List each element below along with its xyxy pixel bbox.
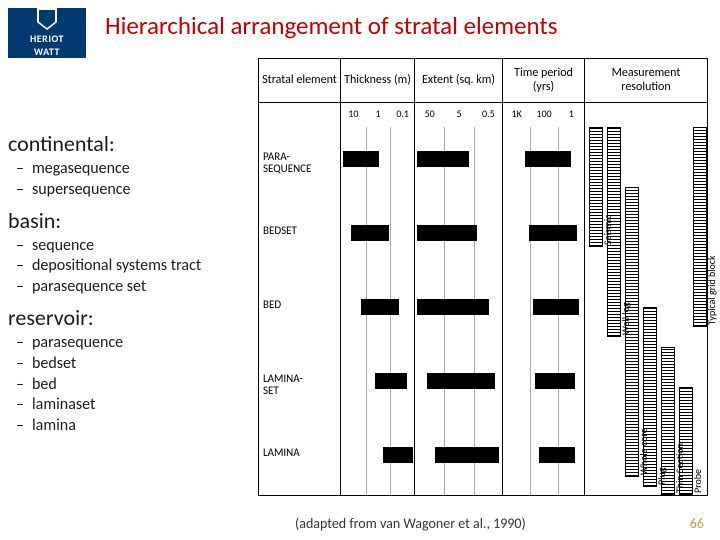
col-header-stratal: Stratal element	[259, 59, 341, 102]
measurement-label: Probe	[691, 469, 704, 493]
data-bar	[417, 151, 469, 167]
list-item: megasequence	[32, 159, 243, 180]
data-bar	[383, 447, 413, 463]
col-header-time: Time period (yrs)	[503, 59, 585, 102]
tick-label: 0.1	[396, 107, 409, 120]
data-bar	[375, 373, 407, 389]
data-bar	[343, 151, 379, 167]
data-bar	[435, 447, 499, 463]
tick-label: 50	[425, 107, 435, 120]
list-item: depositional systems tract	[32, 256, 243, 277]
stratal-row-label: LAMINA- SET	[263, 373, 303, 397]
scale-label: continental:	[8, 130, 243, 157]
stratal-row-label: BED	[263, 299, 281, 311]
chart-grid: PARA- SEQUENCE BEDSET BED LAMINA- SET LAMINA…	[259, 127, 707, 495]
tick-label: 1	[569, 107, 574, 120]
scale-basin: basin: sequence depositional systems tra…	[8, 207, 243, 298]
logo-line2: WATT	[34, 45, 60, 58]
scale-label: basin:	[8, 207, 243, 234]
chart-tick-row: 10 1 0.1 50 5 0.5 1K 100 1	[259, 103, 707, 127]
list-item: bedset	[32, 354, 243, 375]
data-bar	[351, 225, 389, 241]
tick-label: 1	[375, 107, 380, 120]
scale-continental: continental: megasequence supersequence	[8, 130, 243, 201]
stratal-row-label: BEDSET	[263, 225, 297, 237]
data-bar	[427, 373, 495, 389]
data-bar	[525, 151, 571, 167]
grid-col-thickness	[341, 127, 415, 495]
grid-col-measurement: SeismicWell logWhole corePlugThin Sectio…	[585, 127, 707, 495]
citation: (adapted from van Wagoner et al., 1990)	[295, 515, 526, 532]
scale-label: reservoir:	[8, 304, 243, 331]
list-item: supersequence	[32, 180, 243, 201]
scale-reservoir: reservoir: parasequence bedset bed lamin…	[8, 304, 243, 437]
data-bar	[535, 373, 575, 389]
ticks-extent: 50 5 0.5	[415, 103, 503, 127]
grid-col-stratal: PARA- SEQUENCE BEDSET BED LAMINA- SET LAMINA	[259, 127, 341, 495]
data-bar	[417, 225, 477, 241]
list-item: laminaset	[32, 395, 243, 416]
list-item: bed	[32, 375, 243, 396]
list-item: parasequence set	[32, 277, 243, 298]
data-bar	[539, 447, 575, 463]
stratal-row-label: PARA- SEQUENCE	[263, 151, 311, 175]
list-item: parasequence	[32, 333, 243, 354]
data-bar	[529, 225, 577, 241]
col-header-measurement: Measurement resolution	[585, 59, 707, 102]
list-item: lamina	[32, 416, 243, 437]
grid-col-extent	[415, 127, 503, 495]
ticks-time: 1K 100 1	[503, 103, 585, 127]
col-header-thickness: Thickness (m)	[341, 59, 415, 102]
list-item: sequence	[32, 236, 243, 257]
measurement-label: Typical grid block	[705, 255, 718, 325]
data-bar	[417, 299, 489, 315]
hierarchy-list: continental: megasequence supersequence …	[8, 130, 243, 443]
stratal-row-label: LAMINA	[263, 447, 300, 459]
ticks-thickness: 10 1 0.1	[341, 103, 415, 127]
tick-label: 5	[456, 107, 461, 120]
stratal-chart: Stratal element Thickness (m) Extent (sq…	[258, 58, 708, 496]
logo-line1: HERIOT	[30, 32, 64, 45]
heriot-watt-logo: HERIOT WATT	[8, 8, 86, 58]
tick-label: 100	[536, 107, 551, 120]
page-number: 66	[690, 515, 704, 532]
tick-label: 10	[348, 107, 358, 120]
col-header-extent: Extent (sq. km)	[415, 59, 503, 102]
shield-icon	[37, 8, 57, 30]
grid-col-time	[503, 127, 585, 495]
tick-label: 0.5	[482, 107, 495, 120]
data-bar	[361, 299, 399, 315]
chart-column-headers: Stratal element Thickness (m) Extent (sq…	[259, 59, 707, 103]
measurement-bar	[643, 307, 657, 487]
page-title: Hierarchical arrangement of stratal elem…	[105, 10, 710, 41]
tick-label: 1K	[512, 107, 522, 120]
data-bar	[533, 299, 579, 315]
